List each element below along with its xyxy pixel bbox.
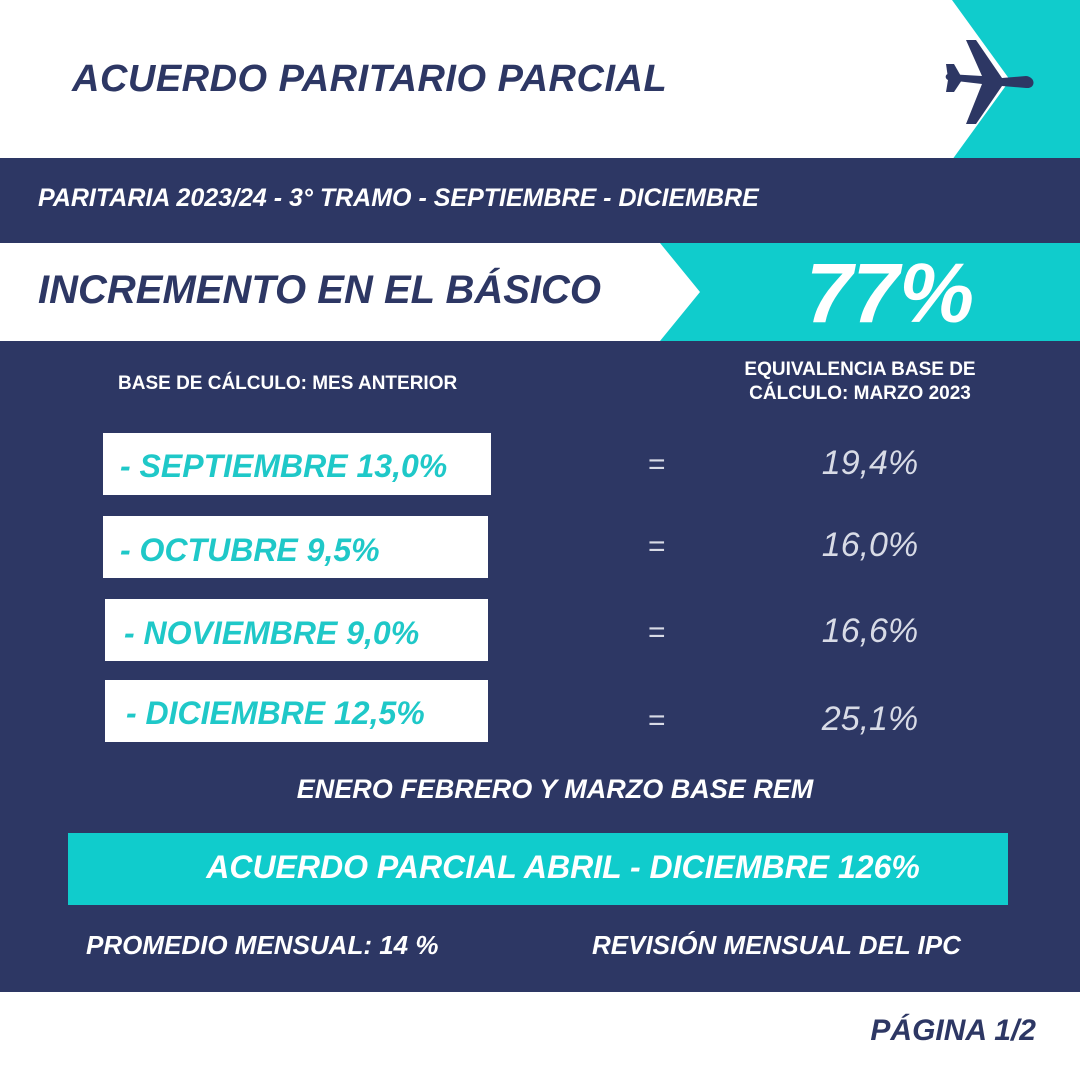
- equivalence-value: 25,1%: [821, 700, 919, 738]
- equals-sign: =: [648, 448, 666, 481]
- month-box: [103, 433, 491, 495]
- page-number: PÁGINA 1/2: [870, 1014, 1036, 1047]
- month-box: [105, 680, 488, 742]
- equals-sign: =: [648, 530, 666, 563]
- increment-value: 77%: [805, 246, 975, 340]
- agreement-banner: [68, 833, 1008, 905]
- month-label: - OCTUBRE 9,5%: [120, 532, 380, 568]
- equivalence-value: 19,4%: [821, 444, 919, 482]
- month-box: [105, 599, 488, 661]
- increment-value-box: [660, 243, 1080, 341]
- increment-label: INCREMENTO EN EL BÁSICO: [38, 268, 602, 312]
- month-box: [103, 516, 488, 578]
- subtitle: PARITARIA 2023/24 - 3° TRAMO - SEPTIEMBR…: [38, 184, 759, 212]
- equals-sign: =: [648, 704, 666, 737]
- left-column-label: BASE DE CÁLCULO: MES ANTERIOR: [118, 373, 458, 394]
- equivalence-value: 16,6%: [821, 612, 919, 650]
- page-title: ACUERDO PARITARIO PARCIAL: [72, 58, 668, 100]
- corner-cut: [940, 0, 952, 160]
- month-label: - SEPTIEMBRE 13,0%: [120, 448, 448, 484]
- equivalence-value: 16,0%: [821, 526, 919, 564]
- monthly-average: PROMEDIO MENSUAL: 14 %: [86, 930, 439, 960]
- month-label: - DICIEMBRE 12,5%: [126, 695, 425, 731]
- ipc-review: REVISIÓN MENSUAL DEL IPC: [592, 930, 961, 960]
- right-column-label: EQUIVALENCIA BASE DE CÁLCULO: MARZO 2023: [744, 359, 976, 404]
- increment-label-box: [0, 243, 700, 341]
- airplane-icon: [945, 40, 1034, 124]
- agreement-text: ACUERDO PARCIAL ABRIL - DICIEMBRE 126%: [206, 849, 920, 885]
- month-label: - NOVIEMBRE 9,0%: [124, 615, 420, 651]
- equals-sign: =: [648, 616, 666, 649]
- rem-note: ENERO FEBRERO Y MARZO BASE REM: [296, 774, 814, 804]
